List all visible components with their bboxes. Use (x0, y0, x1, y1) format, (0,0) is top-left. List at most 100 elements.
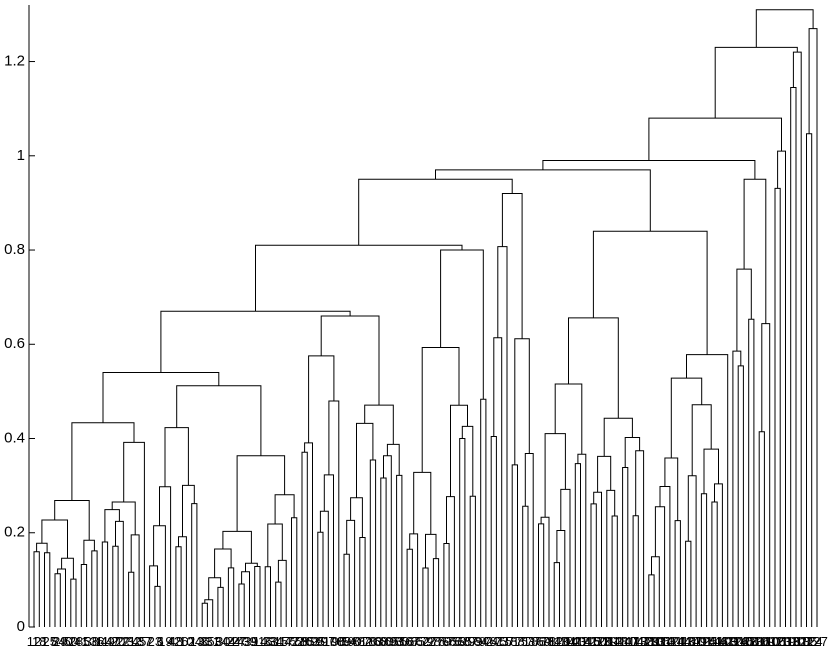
leaf-label: 125 (696, 634, 718, 649)
dendrogram-link (104, 509, 120, 542)
y-tick-label: 0.8 (4, 241, 25, 258)
dendrogram-link (654, 506, 666, 627)
dendrogram-link (590, 503, 597, 627)
dendrogram-link (71, 422, 135, 501)
dendrogram-link (217, 586, 224, 627)
dendrogram-link (102, 372, 220, 423)
dendrogram-link (459, 438, 466, 627)
leaf-label: 5 (83, 634, 90, 649)
dendrogram-link (275, 581, 282, 627)
dendrogram-link (714, 483, 723, 627)
dendrogram-link (380, 477, 387, 627)
dendrogram-link (178, 536, 187, 627)
dendrogram-link (592, 230, 708, 355)
y-tick-label: 0.6 (4, 335, 25, 352)
dendrogram-link (497, 246, 508, 627)
dendrogram-link (208, 577, 222, 600)
leaf-label: 120 (549, 634, 571, 649)
dendrogram-link (538, 523, 545, 627)
dendrogram-link (577, 453, 587, 627)
dendrogram-link (758, 431, 765, 627)
leaf-label: 91 (316, 634, 330, 649)
dendrogram-link (383, 455, 392, 627)
dendrogram-link (304, 442, 313, 627)
dendrogram-link (128, 571, 135, 627)
leaf-label: 46 (195, 634, 209, 649)
y-tick-label: 1 (17, 147, 25, 164)
dendrogram-link (700, 493, 708, 627)
dendrogram-link (511, 464, 518, 627)
leaf-label: 27 (232, 634, 246, 649)
leaf-label: 65 (384, 634, 398, 649)
dendrogram-link (761, 323, 771, 627)
dendrogram-link (651, 556, 660, 627)
leaf-label: 131 (743, 634, 765, 649)
leaf-label: 10 (179, 634, 193, 649)
dendrogram-link (359, 537, 366, 627)
dendrogram-link (806, 133, 813, 627)
leaf-label: 104 (622, 634, 644, 649)
leaf-label: 93 (389, 634, 403, 649)
dendrogram-link (70, 578, 77, 627)
leaf-label: 132 (785, 634, 807, 649)
dendrogram-link (568, 317, 619, 419)
dendrogram-link (685, 540, 692, 627)
leaf-label: 86 (531, 634, 545, 649)
leaf-label: 12 (27, 634, 41, 649)
dendrogram-link (670, 377, 703, 458)
leaf-label: 26 (174, 634, 188, 649)
leaf-label: 115 (581, 634, 602, 649)
leaf-label: 21 (121, 634, 135, 649)
leaf-label: 111 (613, 634, 633, 649)
leaf-label: 37 (137, 634, 151, 649)
leaf-label: 61 (489, 634, 503, 649)
dendrogram-link (101, 541, 109, 627)
leaf-label: 8 (51, 634, 58, 649)
dendrogram-link (204, 599, 214, 627)
leaf-label: 140 (659, 634, 681, 649)
leaf-label: 97 (321, 634, 335, 649)
dendrogram-link (648, 117, 782, 161)
leaf-label: 144 (670, 634, 692, 649)
dendrogram-link (343, 553, 350, 627)
dendrogram-link (346, 519, 356, 627)
leaf-label: 150 (585, 634, 607, 649)
dendrogram-link (396, 474, 403, 627)
dendrogram-link (264, 566, 271, 627)
dendrogram-link (36, 542, 48, 553)
leaf-labels: 1218125829405028415383611494720222132453… (27, 634, 828, 649)
leaf-label: 4 (167, 634, 174, 649)
dendrogram-link (611, 515, 618, 627)
leaf-label: 107 (790, 634, 812, 649)
dendrogram-link (222, 530, 252, 564)
dendrogram-link (176, 385, 262, 456)
dendrogram-link (648, 574, 655, 627)
leaf-label: 67 (405, 634, 419, 649)
leaf-label: 83 (368, 634, 382, 649)
dendrogram-link (83, 539, 95, 565)
dendrogram-link (748, 318, 755, 627)
dendrogram-link (480, 398, 487, 627)
leaf-label: 87 (463, 634, 477, 649)
leaf-label: 35 (200, 634, 214, 649)
dendrogram-link (301, 451, 308, 627)
leaf-label: 41 (74, 634, 88, 649)
leaf-label: 33 (263, 634, 277, 649)
dendrogram-link (501, 193, 523, 339)
leaf-label: 85 (410, 634, 424, 649)
leaf-label: 54 (342, 634, 356, 649)
leaf-label: 124 (801, 634, 823, 649)
leaf-label: 76 (447, 634, 461, 649)
dendrogram-link (703, 448, 719, 494)
dendrogram-link (461, 425, 474, 497)
leaf-label: 56 (400, 634, 414, 649)
leaf-label: 17 (279, 634, 293, 649)
leaf-label: 85 (300, 634, 314, 649)
leaf-label: 7 (146, 634, 153, 649)
leaf-label: 9 (251, 634, 258, 649)
links-layer (33, 9, 818, 627)
leaf-label: 117 (628, 634, 649, 649)
leaf-label: 32 (127, 634, 141, 649)
leaf-label: 23 (148, 634, 162, 649)
